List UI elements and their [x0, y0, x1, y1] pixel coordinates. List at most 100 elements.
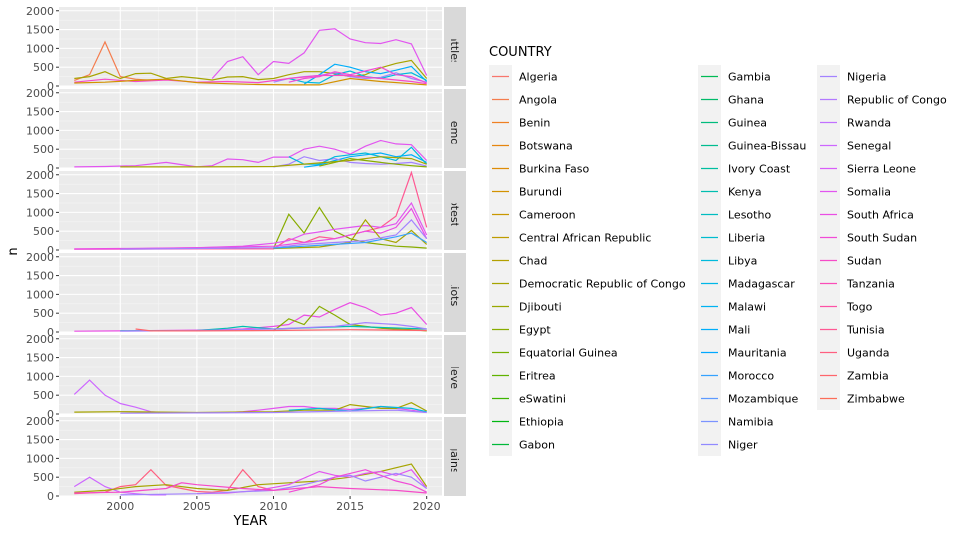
x-tick-label: 2005: [183, 500, 211, 513]
legend-label: Guinea-Bissau: [728, 140, 806, 153]
facet-strip-label: Strategic developments: [448, 309, 461, 441]
facet-strip-label: Battles: [448, 27, 461, 66]
legend-label: Sierra Leone: [847, 163, 916, 176]
y-tick-label: 1500: [26, 352, 54, 365]
legend-label: Equatorial Guinea: [519, 347, 618, 360]
series-line: [120, 409, 427, 414]
y-tick-label: 1000: [26, 452, 54, 465]
legend-label: Madagascar: [728, 278, 795, 291]
y-tick-label: 1000: [26, 288, 54, 301]
panel-background: [59, 417, 442, 496]
legend-label: Republic of Congo: [847, 94, 947, 107]
y-tick-label: 2000: [26, 87, 54, 100]
y-axis-title: n: [6, 247, 21, 255]
series-line: [74, 59, 428, 81]
legend-label: Chad: [519, 255, 547, 268]
facet-strip: [444, 7, 466, 86]
y-tick-label: 1500: [26, 106, 54, 119]
series-line: [135, 328, 427, 332]
y-tick-label: 0: [47, 244, 54, 257]
legend-label: Gabon: [519, 439, 555, 452]
legend-label: Nigeria: [847, 71, 886, 84]
legend-label: Djibouti: [519, 301, 562, 314]
y-tick-label: 500: [33, 389, 54, 402]
x-tick-label: 2015: [336, 500, 364, 513]
x-tick-label: 2020: [413, 500, 441, 513]
legend-label: Eritrea: [519, 370, 556, 383]
legend-label: Liberia: [728, 232, 765, 245]
y-tick-label: 500: [33, 61, 54, 74]
series-line: [120, 472, 428, 496]
y-tick-label: 0: [47, 162, 54, 175]
series-line: [273, 232, 428, 249]
legend-label: Senegal: [847, 140, 891, 153]
legend-label: Botswana: [519, 140, 573, 153]
y-tick-label: 1500: [26, 24, 54, 37]
legend-label: Niger: [728, 439, 758, 452]
legend-label: Algeria: [519, 71, 558, 84]
legend-label: Ghana: [728, 94, 764, 107]
panel-background: [59, 7, 442, 86]
panel-background: [59, 335, 442, 414]
facet-strip-label: Violence against civilians: [448, 387, 461, 526]
y-tick-label: 500: [33, 225, 54, 238]
legend-label: Sudan: [847, 255, 882, 268]
legend-label: Somalia: [847, 186, 891, 199]
series-line: [74, 74, 427, 85]
y-tick-label: 1500: [26, 434, 54, 447]
panel-background: [59, 253, 442, 332]
series-line: [211, 28, 428, 79]
legend-label: Libya: [728, 255, 757, 268]
legend-label: Burundi: [519, 186, 562, 199]
legend-label: Egypt: [519, 324, 551, 337]
series-line: [288, 405, 427, 413]
legend-label: eSwatini: [519, 393, 566, 406]
series-line: [304, 152, 427, 168]
y-tick-label: 2000: [26, 251, 54, 264]
y-tick-label: 0: [47, 326, 54, 339]
panel-background: [59, 171, 442, 250]
legend-label: Togo: [846, 301, 873, 314]
y-tick-label: 2000: [26, 333, 54, 346]
y-tick-label: 1000: [26, 206, 54, 219]
series-line: [319, 157, 427, 168]
legend-label: Benin: [519, 117, 550, 130]
legend-label: Tunisia: [846, 324, 885, 337]
series-line: [120, 156, 427, 168]
series-line: [120, 219, 428, 250]
series-line: [272, 206, 427, 249]
series-line: [74, 139, 428, 168]
series-line: [288, 66, 427, 84]
legend-label: Kenya: [728, 186, 762, 199]
y-tick-label: 500: [33, 143, 54, 156]
legend-label: Mozambique: [728, 393, 798, 406]
legend-label: Uganda: [847, 347, 889, 360]
y-tick-label: 2000: [26, 415, 54, 428]
series-line: [288, 146, 428, 165]
y-tick-label: 1000: [26, 370, 54, 383]
series-line: [273, 218, 428, 250]
legend-label: Gambia: [728, 71, 771, 84]
legend-label: Tanzania: [846, 278, 895, 291]
series-line: [288, 70, 427, 84]
legend-label: Angola: [519, 94, 557, 107]
facet-strip: [444, 171, 466, 250]
legend-label: Ethiopia: [519, 416, 564, 429]
facet-strip: [444, 417, 466, 496]
y-tick-label: 0: [47, 408, 54, 421]
legend-label: Mali: [728, 324, 750, 337]
facet-strip: [444, 335, 466, 414]
y-tick-label: 500: [33, 307, 54, 320]
legend-label: South Africa: [847, 209, 914, 222]
x-tick-label: 2010: [259, 500, 287, 513]
y-tick-label: 0: [47, 80, 54, 93]
x-tick-label: 2000: [106, 500, 134, 513]
series-line: [303, 63, 428, 85]
legend-label: Namibia: [728, 416, 774, 429]
legend-label: Morocco: [728, 370, 774, 383]
series-line: [288, 469, 427, 493]
x-axis-title: YEAR: [232, 514, 267, 529]
series-line: [74, 40, 151, 81]
series-line: [74, 207, 428, 250]
